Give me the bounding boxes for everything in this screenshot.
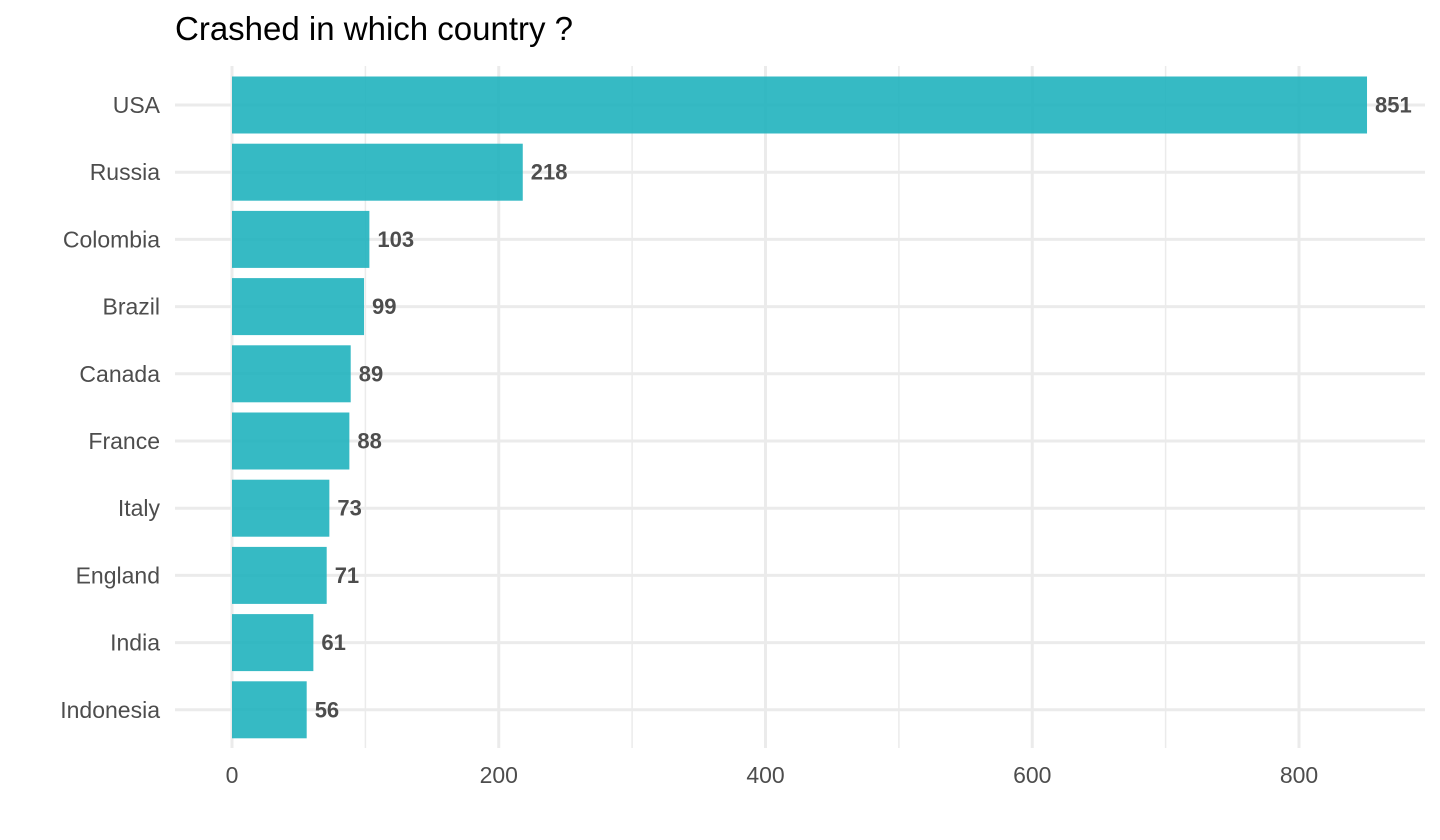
- y-tick-label: India: [110, 630, 160, 656]
- data-label-indonesia: 56: [315, 697, 339, 722]
- bar-indonesia: [232, 681, 307, 739]
- bar-france: [232, 412, 350, 470]
- bar-england: [232, 546, 327, 604]
- data-label-france: 88: [357, 429, 381, 454]
- data-label-england: 71: [335, 563, 359, 588]
- bars: [232, 76, 1368, 739]
- bar-india: [232, 614, 314, 672]
- y-tick-label: Italy: [118, 495, 161, 521]
- y-tick-label: Colombia: [63, 226, 160, 252]
- y-tick-label: Brazil: [102, 294, 160, 320]
- bar-colombia: [232, 210, 370, 268]
- chart-title: Crashed in which country ?: [175, 10, 574, 47]
- bar-italy: [232, 479, 330, 537]
- data-label-usa: 851: [1375, 93, 1412, 118]
- x-tick-label: 200: [480, 762, 518, 788]
- bar-russia: [232, 143, 523, 201]
- y-tick-label: Russia: [90, 159, 161, 185]
- y-tick-label: USA: [113, 92, 161, 118]
- x-axis-tick-labels: 0 200 400 600 800: [226, 762, 1319, 788]
- y-tick-label: France: [88, 428, 160, 454]
- x-tick-label: 400: [746, 762, 784, 788]
- y-tick-label: Indonesia: [60, 697, 160, 723]
- bar-brazil: [232, 278, 365, 336]
- x-tick-label: 800: [1280, 762, 1318, 788]
- data-label-russia: 218: [531, 160, 568, 185]
- y-axis-tick-labels: USA Russia Colombia Brazil Canada France Italy…: [60, 92, 160, 723]
- data-label-brazil: 99: [372, 294, 396, 319]
- data-labels: 851 218 103 99 89 88 73 71 61 56: [315, 93, 1412, 723]
- x-tick-label: 600: [1013, 762, 1051, 788]
- x-tick-label: 0: [226, 762, 239, 788]
- bar-usa: [232, 76, 1368, 134]
- data-label-italy: 73: [337, 496, 361, 521]
- data-label-colombia: 103: [377, 227, 414, 252]
- y-tick-label: England: [76, 562, 160, 588]
- y-tick-label: Canada: [79, 361, 160, 387]
- bar-canada: [232, 345, 351, 403]
- data-label-india: 61: [321, 630, 345, 655]
- data-label-canada: 89: [359, 361, 383, 386]
